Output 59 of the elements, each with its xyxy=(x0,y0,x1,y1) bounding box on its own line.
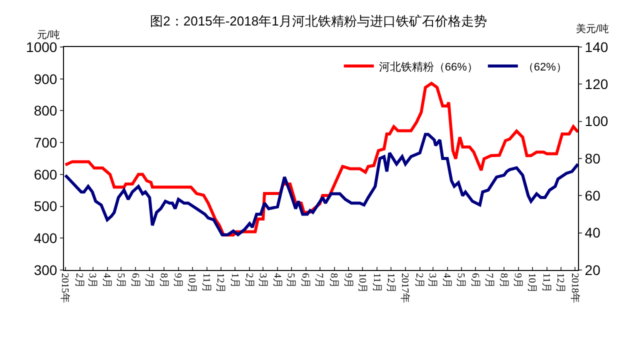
x-tick-label: 1月 xyxy=(228,273,240,288)
x-tick-label: 3月 xyxy=(256,273,268,288)
y-tick-label: 400 xyxy=(34,230,58,246)
legend-label: （62%） xyxy=(522,61,567,74)
x-tick-label: 10月 xyxy=(526,273,538,293)
line-series xyxy=(64,82,578,236)
y2-tick-label: 140 xyxy=(584,38,608,55)
x-tick-label: 9月 xyxy=(342,273,354,288)
x-tick-label: 6月 xyxy=(300,273,311,288)
y-tick-label: 300 xyxy=(34,262,58,278)
y-tick-label: 800 xyxy=(34,102,58,119)
x-tick-label: 12月 xyxy=(554,273,566,293)
x-tick-label: 4月 xyxy=(271,273,282,288)
y2-tick-label: 20 xyxy=(584,262,601,278)
x-tick-label: 2017年 xyxy=(399,273,412,303)
x-tick-label: 10月 xyxy=(186,273,198,293)
y2-tick-label: 120 xyxy=(584,76,608,92)
x-tick-label: 10月 xyxy=(356,273,368,293)
x-tick-label: 6月 xyxy=(129,273,140,288)
x-tick-label: 2月 xyxy=(414,273,425,288)
y-tick-label: 600 xyxy=(34,166,58,182)
x-tick-label: 12月 xyxy=(384,273,396,293)
x-tick-label: 6月 xyxy=(469,273,480,288)
x-tick-label: 11月 xyxy=(200,273,212,293)
y-axis-title: 元/吨 xyxy=(37,29,60,41)
x-tick-label: 3月 xyxy=(426,273,438,288)
x-tick-label: 8月 xyxy=(328,273,340,288)
line-series xyxy=(64,132,578,236)
x-tick-label: 9月 xyxy=(172,273,184,288)
x-tick-label: 2015年 xyxy=(59,273,72,303)
x-tick-label: 8月 xyxy=(158,273,169,288)
x-tick-label: 4月 xyxy=(101,273,112,288)
y-tick-label: 900 xyxy=(34,70,58,87)
x-tick-label: 4月 xyxy=(441,273,452,288)
y2-tick-label: 40 xyxy=(584,224,601,241)
x-tick-label: 2月 xyxy=(243,273,254,288)
x-tick-label: 2018年 xyxy=(568,273,581,303)
x-tick-label: 11月 xyxy=(540,273,552,293)
x-tick-label: 7月 xyxy=(143,273,154,288)
x-tick-label: 12月 xyxy=(214,273,226,293)
y-tick-label: 500 xyxy=(34,198,58,214)
x-tick-label: 9月 xyxy=(512,273,524,288)
legend-label: 河北铁精粉（66%） xyxy=(378,60,478,74)
y2-tick-label: 60 xyxy=(584,188,601,204)
x-tick-label: 5月 xyxy=(455,273,466,288)
x-tick-label: 11月 xyxy=(370,273,382,293)
x-tick-label: 7月 xyxy=(314,273,325,288)
y2-tick-label: 80 xyxy=(584,150,601,166)
x-tick-label: 3月 xyxy=(86,273,98,288)
x-tick-label: 5月 xyxy=(285,273,296,288)
x-tick-label: 7月 xyxy=(483,273,494,288)
chart-title: 图2：2015年-2018年1月河北铁精粉与进口铁矿石价格走势 xyxy=(150,13,487,28)
y2-tick-label: 100 xyxy=(584,113,608,130)
x-tick-label: 2月 xyxy=(74,273,85,288)
x-tick-label: 5月 xyxy=(114,273,126,288)
x-tick-label: 8月 xyxy=(498,273,509,288)
y-tick-label: 700 xyxy=(34,134,58,150)
y2-axis-title: 美元/吨 xyxy=(576,23,609,35)
y-tick-label: 1000 xyxy=(26,38,58,55)
